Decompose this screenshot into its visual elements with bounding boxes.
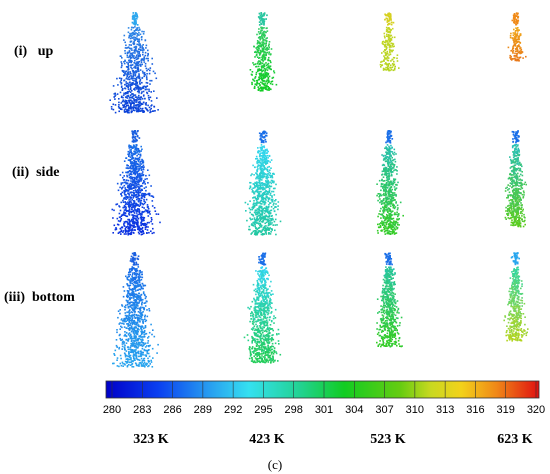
particle-cloud-7 xyxy=(504,130,527,228)
colorbar-tick-label: 292 xyxy=(224,404,242,416)
particle-cloud-5 xyxy=(244,130,282,236)
colorbar-tick-label: 298 xyxy=(285,404,303,416)
row-label-bottom: (iii) bottom xyxy=(4,290,75,305)
colorbar-ticks: 280 283 286 289 292 295 298 301 304 307 310 313 316 3… xyxy=(103,381,545,416)
particle-cloud-0 xyxy=(109,12,159,114)
particle-cloud-9 xyxy=(243,252,282,364)
particle-cloud-2 xyxy=(379,12,400,72)
colorbar-tick-label: 283 xyxy=(133,404,151,416)
column-label-423k: 423 K xyxy=(249,432,285,447)
particle-cloud-4 xyxy=(111,130,161,236)
figure-caption: (c) xyxy=(267,457,283,472)
column-label-523k: 523 K xyxy=(370,432,406,447)
particle-cloud-1 xyxy=(249,12,278,92)
colorbar-tick-label: 304 xyxy=(345,404,363,416)
colorbar-tick-label: 295 xyxy=(254,404,272,416)
column-label-623k: 623 K xyxy=(497,432,533,447)
colorbar-tick-label: 310 xyxy=(406,404,424,416)
colorbar xyxy=(105,380,540,399)
particle-cloud-6 xyxy=(376,130,404,235)
particle-cloud-8 xyxy=(112,252,159,368)
row-label-side: (ii) side xyxy=(12,165,60,180)
column-label-323k: 323 K xyxy=(133,432,169,447)
row-label-up: (i) up xyxy=(14,44,54,59)
colorbar-tick-label: 289 xyxy=(194,404,212,416)
colorbar-tick-label: 301 xyxy=(315,404,333,416)
colorbar-tick-label: 286 xyxy=(163,404,181,416)
colorbar-tick-label: 313 xyxy=(436,404,454,416)
particle-cloud-3 xyxy=(507,12,527,62)
colorbar-tick-label: 280 xyxy=(103,404,121,416)
colorbar-tick-label: 320 xyxy=(527,404,545,416)
particle-cloud-11 xyxy=(503,252,529,342)
colorbar-tick-label: 319 xyxy=(497,404,515,416)
colorbar-tick-label: 316 xyxy=(466,404,484,416)
particle-clouds xyxy=(109,12,529,368)
colorbar-tick-label: 307 xyxy=(375,404,393,416)
particle-cloud-10 xyxy=(376,252,403,348)
